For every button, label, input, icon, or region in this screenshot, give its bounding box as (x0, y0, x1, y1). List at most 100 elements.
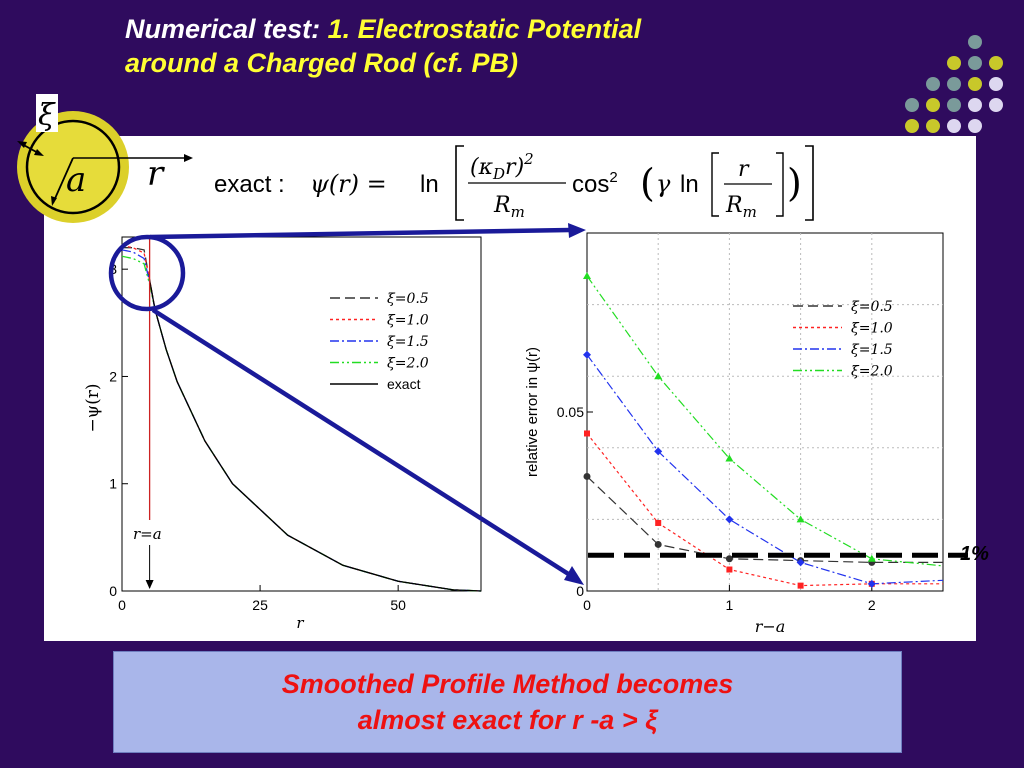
right-legend-label: ξ=1.0 (851, 321, 893, 337)
left-xtick-label: 50 (390, 597, 406, 613)
left-xtick-label: 0 (118, 597, 126, 613)
right-series-line (586, 354, 944, 585)
right-ytick-label: 0.05 (557, 404, 584, 420)
decorative-dot (926, 119, 940, 133)
r-equals-a-arrowhead (145, 580, 154, 589)
formula-ln: ln (420, 171, 439, 198)
zoom-line-top (149, 227, 571, 240)
right-plot-ticks: 0 1 2 0 0.05 (557, 404, 876, 613)
left-plot-frame (121, 236, 482, 592)
right-marker (725, 454, 734, 462)
formula-bracket-left (455, 145, 464, 221)
right-marker (725, 515, 734, 524)
right-marker (654, 372, 663, 380)
formula-denominator: Rm (493, 193, 525, 221)
right-legend-label: ξ=2.0 (851, 364, 893, 380)
formula-lead: exact : (214, 171, 285, 198)
decorative-dot (926, 98, 940, 112)
a-radius-line (52, 157, 74, 204)
decorative-dot (905, 119, 919, 133)
zoom-arrowhead-bottom (564, 566, 584, 585)
caption-line1: Smoothed Profile Method becomes (281, 669, 734, 699)
right-marker (655, 519, 662, 526)
right-xtick-label: 0 (583, 597, 591, 613)
title-prefix: Numerical test: (125, 14, 328, 44)
right-plot-series (583, 271, 944, 589)
decorative-dot (989, 77, 1003, 91)
left-ytick-label: 2 (109, 368, 117, 384)
xi-arrowhead-right (34, 149, 44, 156)
left-xlabel: r (296, 614, 304, 632)
right-marker (797, 582, 804, 589)
right-marker (796, 515, 805, 523)
right-marker (654, 447, 663, 456)
decorative-dot (926, 77, 940, 91)
right-plot-frame (586, 232, 944, 592)
left-legend-label: ξ=2.0 (387, 356, 429, 372)
slide-title: Numerical test: 1. Electrostatic Potenti… (125, 12, 845, 80)
rod-diagram: ξ a r (17, 94, 193, 223)
formula-bracket-inner-right (776, 152, 784, 217)
right-series-line (586, 275, 944, 567)
right-ytick-label: 0 (576, 583, 584, 599)
decorative-dot (947, 77, 961, 91)
r-arrowhead (184, 154, 193, 162)
decorative-dot (968, 77, 982, 91)
decorative-dot (968, 98, 982, 112)
right-xtick-label: 1 (726, 597, 734, 613)
xi-symbol: ξ (38, 98, 56, 133)
left-xtick-label: 25 (252, 597, 268, 613)
left-plot-series (121, 244, 482, 592)
left-series-line (148, 279, 482, 592)
left-ylabel: −ψ(r) (83, 384, 103, 433)
a-arrowhead (51, 196, 57, 206)
decorative-dot (905, 98, 919, 112)
right-marker (583, 472, 591, 480)
right-marker (584, 430, 590, 437)
xi-arrowhead-left (17, 141, 27, 148)
right-xlabel: r−a (755, 617, 786, 636)
formula-gamma: γ (656, 170, 671, 198)
formula-bracket-inner-left (711, 152, 719, 217)
left-legend-label: exact (387, 376, 421, 392)
formula-ln-2: ln (680, 171, 699, 198)
a-symbol: a (66, 160, 86, 200)
right-legend-label: ξ=1.5 (851, 342, 893, 358)
right-legend-label: ξ=0.5 (851, 299, 893, 315)
left-ytick-label: 1 (109, 476, 117, 492)
formula: exact : ψ(r) = ln (κDr)2 Rm cos2 ( γ ln … (214, 145, 814, 221)
title-line2: around a Charged Rod (cf. PB) (125, 48, 519, 78)
one-percent-label: 1% (960, 543, 989, 565)
formula-bracket-right (805, 145, 814, 221)
decorative-dot (968, 56, 982, 70)
left-legend: ξ=0.5 ξ=1.0 ξ=1.5 ξ=2.0 exact (330, 291, 429, 392)
right-marker (726, 566, 733, 573)
decorative-dot (947, 119, 961, 133)
right-marker (583, 271, 591, 279)
formula-cos: cos2 (572, 169, 618, 198)
formula-paren-right: ) (787, 161, 802, 205)
right-plot-grid (587, 233, 943, 591)
right-marker (796, 558, 805, 567)
left-legend-label: ξ=1.5 (387, 334, 429, 350)
error-plot: 0 1 2 0 0.05 1% r−a relative error in ψ(r) ξ… (524, 232, 989, 636)
zoom-line-bottom (151, 308, 572, 577)
left-ytick-label: 0 (109, 583, 117, 599)
decorative-dot (947, 98, 961, 112)
formula-inner-den: Rm (725, 193, 757, 221)
right-legend: ξ=0.5 ξ=1.0 ξ=1.5 ξ=2.0 (793, 299, 893, 380)
zoom-callout (108, 223, 586, 585)
formula-inner-num: r (738, 157, 750, 182)
formula-numerator: (κDr)2 (470, 150, 534, 183)
zoom-arrowhead-top (568, 223, 586, 238)
decorative-dot (968, 119, 982, 133)
formula-psi: ψ(r) = (310, 170, 387, 198)
right-marker (654, 540, 662, 548)
caption-line2: almost exact for r -a > ξ (357, 705, 658, 735)
zoom-circle (108, 234, 186, 312)
rod-cross-section (25, 119, 121, 215)
decorative-dot (989, 98, 1003, 112)
xi-symbol-bg (36, 94, 58, 132)
